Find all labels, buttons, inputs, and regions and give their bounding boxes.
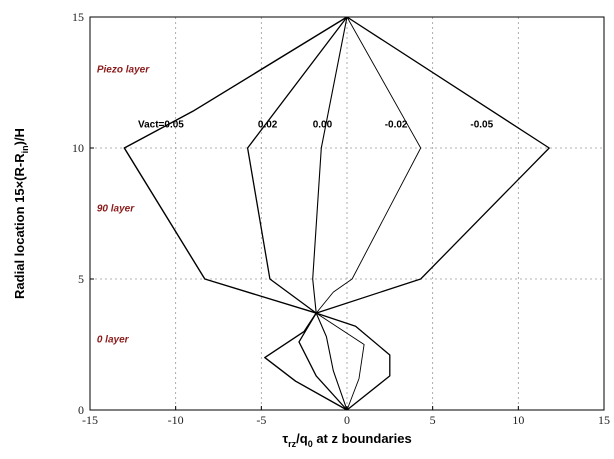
- x-tick-label: 5: [430, 413, 436, 427]
- series-label: 0.00: [313, 119, 333, 130]
- series-line: [315, 16, 550, 411]
- series-label: Vact=0.05: [138, 119, 184, 130]
- x-axis-title: τrz/q0 at z boundaries: [282, 431, 411, 449]
- series-lines: [123, 16, 550, 411]
- layer-annotations: Piezo layer 90 layer 0 layer: [97, 64, 150, 345]
- y-tick-label: 5: [78, 272, 84, 286]
- tick-labels: -15 -10 -5 0 5 10 15 0 5 10 15: [72, 10, 610, 427]
- series-line: [123, 16, 348, 411]
- x-tick-label: 15: [598, 413, 610, 427]
- x-tick-label: 0: [344, 413, 350, 427]
- series-labels: Vact=0.05 0.02 0.00 -0.02 -0.05: [138, 119, 494, 130]
- y-tick-label: 0: [78, 403, 84, 417]
- series-line: [246, 16, 348, 411]
- layer-label: 90 layer: [97, 203, 135, 214]
- x-tick-label: -15: [82, 413, 98, 427]
- x-tick-label: 10: [512, 413, 524, 427]
- series-label: -0.05: [470, 119, 493, 130]
- layer-label: Piezo layer: [97, 64, 150, 75]
- layer-label: 0 layer: [97, 334, 130, 345]
- x-tick-label: -10: [168, 413, 184, 427]
- series-line: [312, 16, 348, 411]
- y-tick-label: 10: [72, 141, 84, 155]
- x-tick-label: -5: [256, 413, 266, 427]
- y-tick-label: 15: [72, 10, 84, 24]
- series-label: -0.02: [385, 119, 408, 130]
- series-line: [315, 16, 422, 411]
- y-axis-title: Radial location 15×(R-Rin)/H: [12, 128, 30, 299]
- grid-lines: [90, 17, 604, 410]
- series-label: 0.02: [258, 119, 278, 130]
